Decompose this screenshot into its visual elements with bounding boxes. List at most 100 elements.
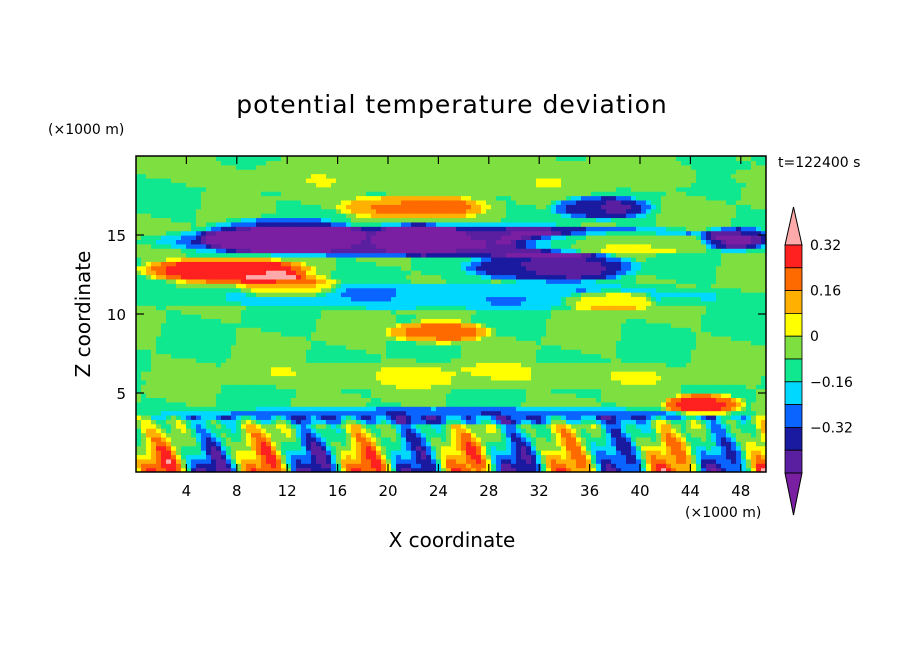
heatmap-cell [226, 371, 232, 377]
heatmap-cell [741, 397, 747, 403]
heatmap-cell [676, 322, 682, 328]
heatmap-cell [681, 344, 687, 350]
heatmap-cell [266, 419, 272, 425]
heatmap-cell [721, 423, 727, 429]
heatmap-cell [296, 393, 302, 398]
heatmap-cell [661, 353, 667, 359]
heatmap-cell [531, 467, 537, 472]
heatmap-cell [741, 463, 747, 469]
heatmap-cell [241, 388, 247, 394]
heatmap-cell [431, 331, 437, 337]
heatmap-cell [706, 335, 712, 341]
heatmap-cell [161, 335, 167, 341]
heatmap-cell [266, 357, 272, 363]
heatmap-cell [316, 428, 322, 434]
heatmap-cell [566, 305, 572, 311]
heatmap-cell [136, 393, 142, 398]
heatmap-cell [171, 428, 177, 434]
heatmap-cell [371, 371, 377, 377]
heatmap-cell [351, 410, 357, 416]
heatmap-cell [136, 309, 142, 315]
heatmap-cell [501, 432, 507, 438]
heatmap-cell [551, 428, 557, 434]
heatmap-cell [591, 305, 597, 311]
heatmap-cell [756, 379, 762, 385]
heatmap-cell [191, 349, 197, 355]
heatmap-cell [566, 423, 572, 429]
heatmap-cell [421, 318, 427, 324]
heatmap-cell [581, 362, 587, 368]
heatmap-cell [681, 357, 687, 363]
heatmap-cell [271, 441, 277, 447]
heatmap-cell [666, 436, 672, 442]
heatmap-cell [701, 335, 707, 341]
heatmap-cell [426, 309, 432, 315]
heatmap-cell [706, 300, 712, 306]
heatmap-cell [501, 331, 507, 337]
heatmap-cell [606, 331, 612, 337]
heatmap-cell [581, 322, 587, 328]
time-label: t=122400 s [778, 155, 860, 171]
heatmap-cell [211, 322, 217, 328]
heatmap-cell [156, 335, 162, 341]
heatmap-cell [436, 327, 442, 333]
heatmap-cell [311, 371, 317, 377]
heatmap-cell [156, 379, 162, 385]
heatmap-cell [426, 375, 432, 381]
heatmap-cell [591, 327, 597, 333]
heatmap-cell [686, 327, 692, 333]
heatmap-cell [261, 454, 267, 460]
heatmap-cell [556, 379, 562, 385]
heatmap-cell [601, 432, 607, 438]
heatmap-cell [606, 441, 612, 447]
heatmap-cell [576, 463, 582, 469]
heatmap-cell [681, 327, 687, 333]
heatmap-cell [536, 305, 542, 311]
heatmap-cell [736, 371, 742, 377]
heatmap-cell [736, 309, 742, 315]
heatmap-cell [636, 344, 642, 350]
heatmap-cell [706, 445, 712, 451]
heatmap-cell [416, 353, 422, 359]
heatmap-cell [671, 401, 677, 407]
heatmap-cell [541, 362, 547, 368]
heatmap-cell [346, 428, 352, 434]
heatmap-cell [281, 436, 287, 442]
heatmap-cell [676, 379, 682, 385]
heatmap-cell [611, 388, 617, 394]
heatmap-cell [606, 375, 612, 381]
heatmap-cell [216, 318, 222, 324]
heatmap-cell [546, 441, 552, 447]
heatmap-cell [531, 410, 537, 416]
heatmap-cell [366, 397, 372, 403]
heatmap-cell [406, 419, 412, 425]
heatmap-cell [576, 458, 582, 464]
heatmap-cell [736, 401, 742, 407]
heatmap-cell [756, 397, 762, 403]
heatmap-cell [596, 445, 602, 451]
heatmap-cell [656, 428, 662, 434]
heatmap-cell [216, 335, 222, 341]
heatmap-cell [531, 305, 537, 311]
heatmap-cell [301, 318, 307, 324]
heatmap-cell [346, 423, 352, 429]
heatmap-cell [381, 428, 387, 434]
heatmap-cell [561, 393, 567, 398]
heatmap-cell [521, 454, 527, 460]
heatmap-cell [216, 300, 222, 306]
heatmap-cell [476, 467, 482, 472]
heatmap-cell [576, 397, 582, 403]
heatmap-cell [601, 379, 607, 385]
heatmap-cell [276, 450, 282, 456]
heatmap-cell [166, 314, 172, 319]
heatmap-cell [731, 388, 737, 394]
heatmap-cell [286, 432, 292, 438]
heatmap-cell [376, 340, 382, 346]
heatmap-cell [581, 428, 587, 434]
heatmap-cell [146, 300, 152, 306]
heatmap-cell [676, 344, 682, 350]
heatmap-cell [196, 388, 202, 394]
heatmap-cell [256, 432, 262, 438]
heatmap-cell [491, 401, 497, 407]
heatmap-cell [601, 436, 607, 442]
